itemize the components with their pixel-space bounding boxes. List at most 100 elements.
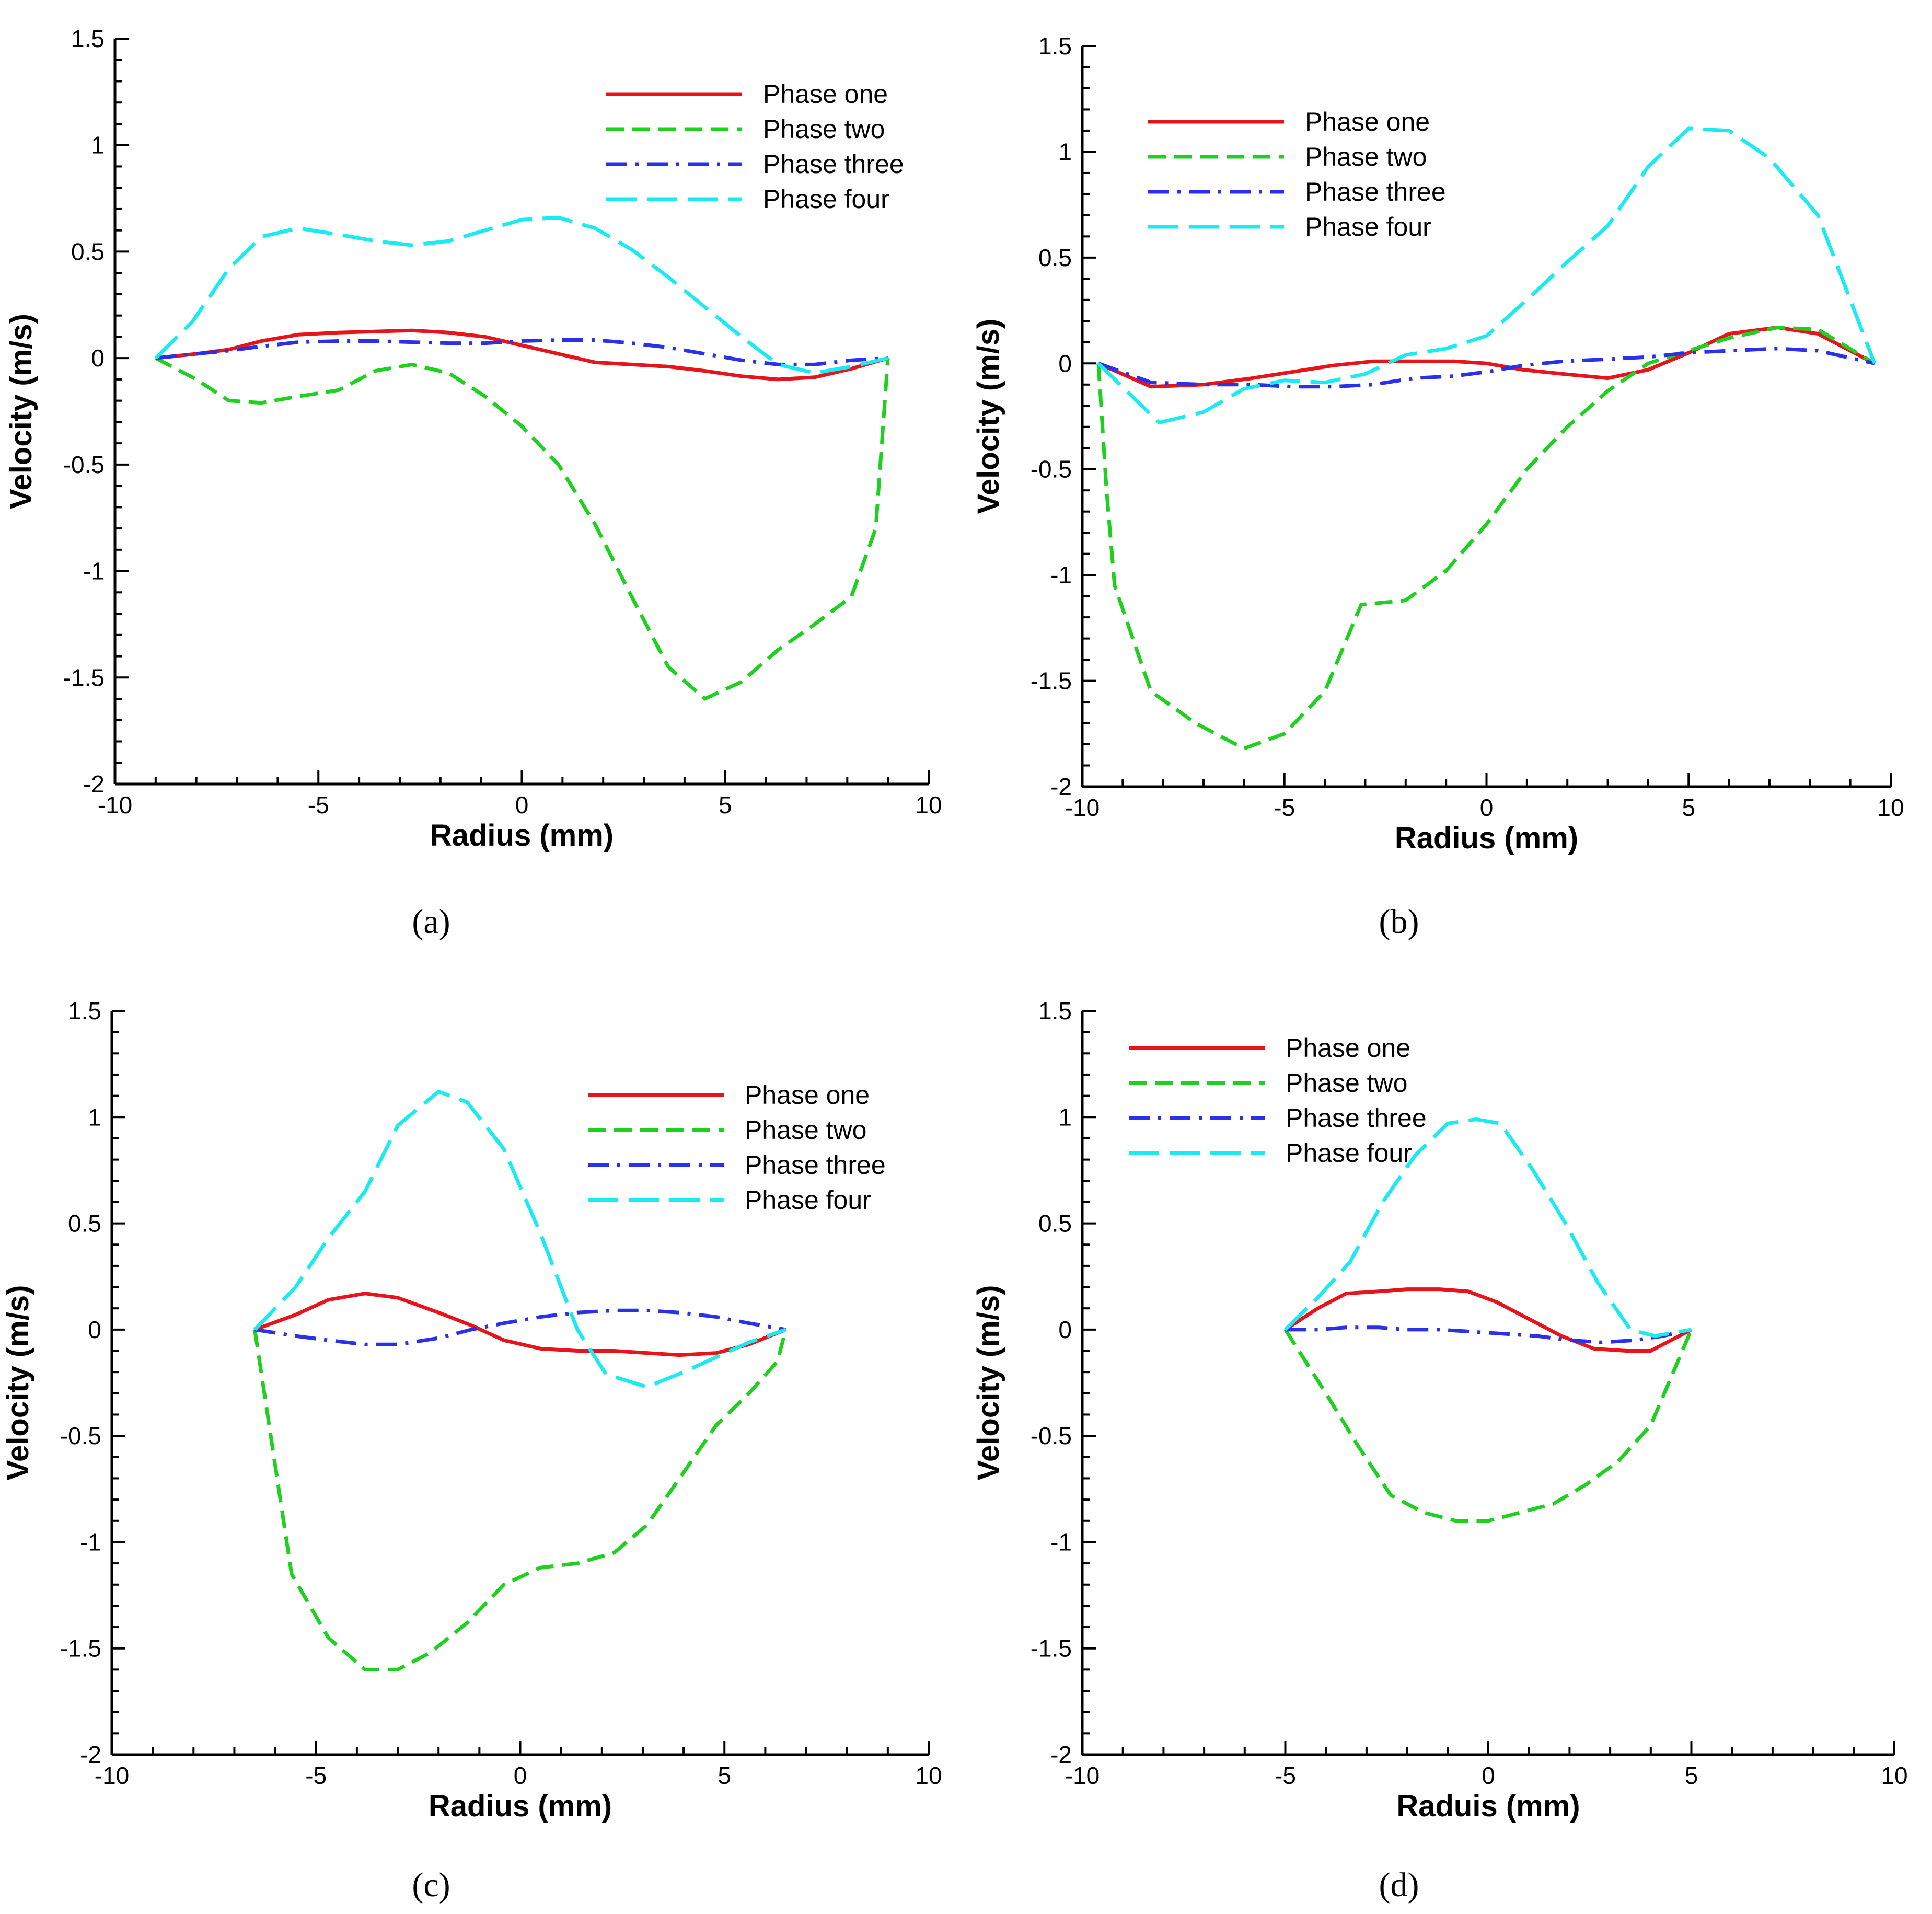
panel-c-legend-label: Phase two	[745, 1115, 866, 1145]
panel-a-label: (a)	[412, 903, 450, 941]
panel-a-series-phase-one	[155, 328, 889, 382]
panel-b-legend: Phase one Phase two Phase three Phase four	[1148, 107, 1446, 241]
panel-c-series-phase-two	[253, 1329, 788, 1671]
panel-a-y-tick-label: -1	[83, 558, 105, 585]
panel-a-y-tick-label: 0.5	[71, 238, 105, 265]
panel-a-y-axis-title: Velocity (m/s)	[4, 314, 38, 509]
panel-c-x-tick-label: -5	[305, 1762, 327, 1789]
panel-b-y-tick-label: 1.5	[1038, 32, 1072, 60]
panel-d-legend: Phase one Phase two Phase three Phase four	[1129, 1033, 1427, 1168]
panel-a-x-tick-label: -5	[308, 791, 329, 818]
panel-c-y-tick-label: -1	[80, 1528, 101, 1555]
panel-b-series-phase-four	[1097, 126, 1877, 425]
panel-c-y-tick-label: -0.5	[60, 1422, 101, 1449]
panel-b-y-axis-title: Velocity (m/s)	[971, 319, 1005, 514]
chart-panel-c: 1.5 1 0.5 0 -0.5 -1 -1.5 -2-10 -5 0 5 10 Radius (mm)…	[1, 997, 942, 1904]
panel-d-x-tick-label: -10	[1065, 1762, 1100, 1789]
panel-a-y-tick-label: 0	[91, 344, 105, 372]
panel-a-x-tick-label: 10	[915, 791, 942, 818]
panel-d-y-tick-label: -1	[1050, 1528, 1072, 1555]
panel-d-y-tick-label: 1.5	[1038, 997, 1072, 1024]
panel-d-legend-label: Phase one	[1286, 1033, 1410, 1063]
panel-d-y-tick-label: 1	[1058, 1103, 1072, 1131]
panel-a-legend-label: Phase two	[763, 114, 885, 144]
panel-d-legend-label: Phase two	[1286, 1068, 1407, 1098]
panel-d-series-phase-one	[1284, 1287, 1693, 1353]
panel-b-y-tick-label: -1	[1050, 561, 1072, 589]
panel-c-x-tick-label: 5	[718, 1762, 731, 1789]
panel-c-x-axis-title: Radius (mm)	[429, 1789, 612, 1823]
panel-c-legend: Phase one Phase two Phase three Phase four	[588, 1080, 886, 1215]
panel-b-legend-label: Phase two	[1305, 142, 1427, 171]
panel-c-y-tick-label: 0.5	[68, 1210, 101, 1237]
panel-c-x-tick-label: -10	[95, 1762, 129, 1789]
panel-d-x-tick-label: 0	[1482, 1762, 1495, 1789]
panel-a-x-tick-label: -10	[98, 791, 132, 818]
panel-c-series-phase-four	[253, 1090, 786, 1389]
panel-a-y-tick-label: -0.5	[63, 451, 105, 478]
panel-c-series-phase-one	[254, 1292, 786, 1357]
panel-b-legend-label: Phase three	[1305, 177, 1446, 206]
panel-d-x-tick-label: 10	[1881, 1762, 1907, 1789]
panel-a-legend-label: Phase four	[763, 185, 889, 214]
panel-c-y-tick-label: -2	[80, 1741, 101, 1768]
panel-b-y-tick-label: -1.5	[1031, 667, 1072, 695]
panel-d-x-tick-label: -5	[1275, 1762, 1296, 1789]
panel-a-x-axis-title: Radius (mm)	[430, 818, 614, 852]
panel-a-series-phase-four	[154, 215, 888, 375]
panel-d-series-phase-four	[1284, 1117, 1692, 1338]
panel-c-y-tick-label: -1.5	[60, 1635, 101, 1662]
panel-b-series-phase-one	[1097, 326, 1876, 389]
panel-d-y-tick-label: 0	[1058, 1316, 1072, 1343]
panel-c-legend-label: Phase three	[745, 1150, 886, 1180]
panel-b-x-tick-label: 0	[1480, 794, 1494, 821]
panel-b-y-tick-label: 0	[1058, 350, 1072, 377]
panel-d-y-tick-label: 0.5	[1038, 1210, 1072, 1237]
panel-a-y-tick-label: -2	[83, 770, 105, 798]
panel-d-legend-label: Phase three	[1286, 1103, 1427, 1133]
panel-a-y-tick-label: 1.5	[71, 25, 105, 52]
chart-panel-b: 1.5 1 0.5 0 -0.5 -1 -1.5 -2-10 -5 0 5 10 Radius (mm)…	[971, 32, 1904, 941]
panel-d-series-phase-two	[1283, 1329, 1693, 1523]
panel-b-x-tick-label: -5	[1274, 794, 1295, 821]
panel-b-legend-label: Phase four	[1305, 212, 1431, 241]
panel-b-x-tick-label: 5	[1682, 794, 1695, 821]
panel-a-x-tick-label: 5	[719, 791, 732, 818]
panel-a-y-tick-label: -1.5	[63, 664, 105, 691]
chart-panel-a: 1.5 1 0.5 0 -0.5 -1 -1.5 -2-10 -5 0 5 10 Radius (mm)…	[4, 25, 942, 941]
panel-d-x-axis-title: Raduis (mm)	[1396, 1789, 1580, 1823]
panel-b-legend-label: Phase one	[1305, 107, 1430, 136]
panel-d-label: (d)	[1379, 1866, 1419, 1904]
chart-panel-d: 1.5 1 0.5 0 -0.5 -1 -1.5 -2-10 -5 0 5 10 Raduis (mm)…	[971, 997, 1908, 1904]
panel-c-y-axis-title: Velocity (m/s)	[1, 1285, 35, 1481]
panel-a-y-tick-label: 1	[91, 132, 105, 159]
panel-b-y-tick-label: -0.5	[1031, 456, 1072, 483]
panel-d-y-tick-label: -2	[1050, 1741, 1072, 1768]
panel-c-x-tick-label: 10	[915, 1762, 942, 1789]
panel-b-series-phase-two	[1096, 326, 1876, 751]
panel-d-y-axis-title: Velocity (m/s)	[971, 1285, 1005, 1481]
panel-d-series-phase-three	[1285, 1325, 1692, 1344]
panel-a-x-tick-label: 0	[515, 791, 529, 818]
panel-d-x-tick-label: 5	[1685, 1762, 1698, 1789]
panel-b-label: (b)	[1379, 903, 1419, 941]
panel-b-y-tick-label: 1	[1058, 138, 1072, 165]
panel-a-series-phase-three	[155, 338, 888, 366]
panel-d-y-tick-label: -0.5	[1031, 1422, 1072, 1449]
panel-a-legend-label: Phase three	[763, 149, 904, 179]
panel-c-legend-label: Phase four	[745, 1185, 871, 1215]
panel-c-series-phase-three	[254, 1308, 786, 1346]
panel-b-x-tick-label: -10	[1065, 794, 1100, 821]
panel-b-series-phase-three	[1097, 347, 1875, 389]
panel-a-legend: Phase one Phase two Phase three Phase four	[606, 79, 904, 214]
panel-d-y-tick-label: -1.5	[1031, 1635, 1072, 1662]
panel-c-legend-label: Phase one	[745, 1080, 870, 1110]
panel-b-y-tick-label: -2	[1050, 773, 1072, 800]
panel-b-y-tick-label: 0.5	[1038, 244, 1072, 271]
panel-c-label: (c)	[412, 1866, 450, 1904]
panel-b-x-tick-label: 10	[1877, 794, 1904, 821]
panel-c-x-tick-label: 0	[514, 1762, 527, 1789]
panel-b-x-axis-title: Radius (mm)	[1395, 821, 1578, 855]
panel-c-y-tick-label: 0	[88, 1316, 101, 1343]
